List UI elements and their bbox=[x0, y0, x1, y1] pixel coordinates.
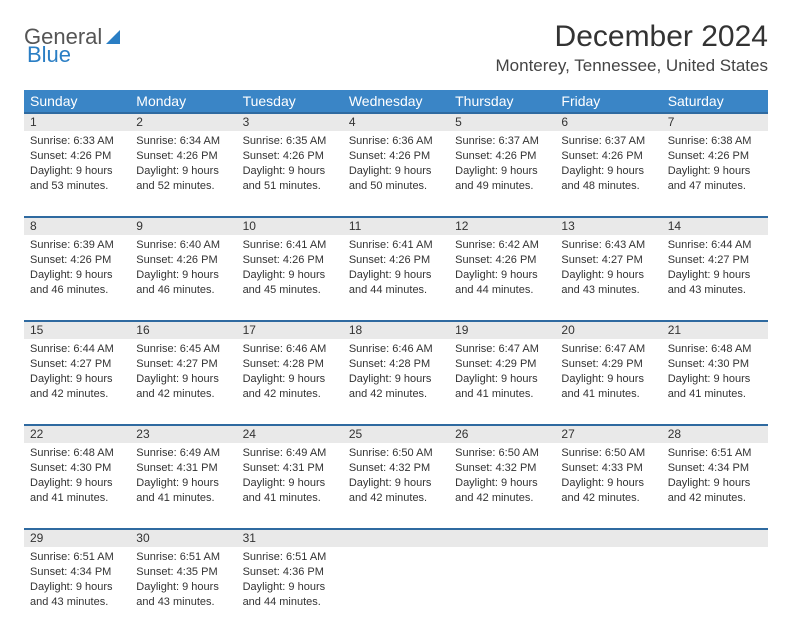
day-number-cell: 27 bbox=[555, 425, 661, 443]
day-content-cell: Sunrise: 6:47 AMSunset: 4:29 PMDaylight:… bbox=[555, 339, 661, 425]
logo-sail-icon bbox=[104, 28, 124, 46]
day-number-cell bbox=[555, 529, 661, 547]
week-content-row: Sunrise: 6:39 AMSunset: 4:26 PMDaylight:… bbox=[24, 235, 768, 321]
day-content-cell: Sunrise: 6:44 AMSunset: 4:27 PMDaylight:… bbox=[662, 235, 768, 321]
day-number-cell: 1 bbox=[24, 113, 130, 131]
day-number-cell: 20 bbox=[555, 321, 661, 339]
day-number-cell: 13 bbox=[555, 217, 661, 235]
week-content-row: Sunrise: 6:48 AMSunset: 4:30 PMDaylight:… bbox=[24, 443, 768, 529]
day-number-cell: 24 bbox=[237, 425, 343, 443]
page-subtitle: Monterey, Tennessee, United States bbox=[496, 56, 768, 76]
day-number-cell bbox=[343, 529, 449, 547]
day-content-cell: Sunrise: 6:41 AMSunset: 4:26 PMDaylight:… bbox=[343, 235, 449, 321]
day-number-cell: 18 bbox=[343, 321, 449, 339]
day-number-cell: 6 bbox=[555, 113, 661, 131]
week-number-row: 15161718192021 bbox=[24, 321, 768, 339]
day-header: Wednesday bbox=[343, 90, 449, 113]
day-header: Friday bbox=[555, 90, 661, 113]
day-number-cell: 22 bbox=[24, 425, 130, 443]
day-content-cell: Sunrise: 6:38 AMSunset: 4:26 PMDaylight:… bbox=[662, 131, 768, 217]
week-number-row: 293031 bbox=[24, 529, 768, 547]
day-header: Tuesday bbox=[237, 90, 343, 113]
day-number-cell: 2 bbox=[130, 113, 236, 131]
day-number-cell: 31 bbox=[237, 529, 343, 547]
day-content-cell: Sunrise: 6:33 AMSunset: 4:26 PMDaylight:… bbox=[24, 131, 130, 217]
day-content-cell bbox=[555, 547, 661, 633]
day-content-cell: Sunrise: 6:37 AMSunset: 4:26 PMDaylight:… bbox=[555, 131, 661, 217]
day-content-cell: Sunrise: 6:41 AMSunset: 4:26 PMDaylight:… bbox=[237, 235, 343, 321]
day-number-cell bbox=[449, 529, 555, 547]
day-content-cell: Sunrise: 6:42 AMSunset: 4:26 PMDaylight:… bbox=[449, 235, 555, 321]
day-content-cell: Sunrise: 6:47 AMSunset: 4:29 PMDaylight:… bbox=[449, 339, 555, 425]
day-number-cell: 12 bbox=[449, 217, 555, 235]
week-number-row: 22232425262728 bbox=[24, 425, 768, 443]
day-content-cell: Sunrise: 6:49 AMSunset: 4:31 PMDaylight:… bbox=[130, 443, 236, 529]
week-number-row: 891011121314 bbox=[24, 217, 768, 235]
day-content-cell: Sunrise: 6:40 AMSunset: 4:26 PMDaylight:… bbox=[130, 235, 236, 321]
day-content-cell: Sunrise: 6:50 AMSunset: 4:33 PMDaylight:… bbox=[555, 443, 661, 529]
day-number-cell: 10 bbox=[237, 217, 343, 235]
title-block: December 2024 Monterey, Tennessee, Unite… bbox=[496, 20, 768, 76]
day-number-cell: 5 bbox=[449, 113, 555, 131]
day-header: Saturday bbox=[662, 90, 768, 113]
day-number-cell: 15 bbox=[24, 321, 130, 339]
day-content-cell: Sunrise: 6:48 AMSunset: 4:30 PMDaylight:… bbox=[24, 443, 130, 529]
day-number-cell: 3 bbox=[237, 113, 343, 131]
day-number-cell: 21 bbox=[662, 321, 768, 339]
day-content-cell: Sunrise: 6:50 AMSunset: 4:32 PMDaylight:… bbox=[343, 443, 449, 529]
day-content-cell: Sunrise: 6:35 AMSunset: 4:26 PMDaylight:… bbox=[237, 131, 343, 217]
day-number-cell: 23 bbox=[130, 425, 236, 443]
day-content-cell: Sunrise: 6:50 AMSunset: 4:32 PMDaylight:… bbox=[449, 443, 555, 529]
week-content-row: Sunrise: 6:33 AMSunset: 4:26 PMDaylight:… bbox=[24, 131, 768, 217]
day-content-cell: Sunrise: 6:44 AMSunset: 4:27 PMDaylight:… bbox=[24, 339, 130, 425]
page-title: December 2024 bbox=[496, 20, 768, 54]
day-content-cell: Sunrise: 6:34 AMSunset: 4:26 PMDaylight:… bbox=[130, 131, 236, 217]
day-content-cell: Sunrise: 6:46 AMSunset: 4:28 PMDaylight:… bbox=[343, 339, 449, 425]
day-content-cell: Sunrise: 6:46 AMSunset: 4:28 PMDaylight:… bbox=[237, 339, 343, 425]
header: General December 2024 Monterey, Tennesse… bbox=[24, 20, 768, 76]
day-content-cell: Sunrise: 6:36 AMSunset: 4:26 PMDaylight:… bbox=[343, 131, 449, 217]
day-number-cell: 30 bbox=[130, 529, 236, 547]
day-number-cell: 16 bbox=[130, 321, 236, 339]
week-number-row: 1234567 bbox=[24, 113, 768, 131]
logo-text-2: Blue bbox=[27, 42, 71, 68]
day-number-cell: 11 bbox=[343, 217, 449, 235]
day-number-cell: 8 bbox=[24, 217, 130, 235]
day-content-cell: Sunrise: 6:39 AMSunset: 4:26 PMDaylight:… bbox=[24, 235, 130, 321]
day-content-cell: Sunrise: 6:49 AMSunset: 4:31 PMDaylight:… bbox=[237, 443, 343, 529]
day-number-cell: 14 bbox=[662, 217, 768, 235]
day-number-cell: 29 bbox=[24, 529, 130, 547]
day-number-cell: 9 bbox=[130, 217, 236, 235]
day-content-cell: Sunrise: 6:51 AMSunset: 4:34 PMDaylight:… bbox=[662, 443, 768, 529]
day-content-cell bbox=[449, 547, 555, 633]
day-header-row: SundayMondayTuesdayWednesdayThursdayFrid… bbox=[24, 90, 768, 113]
day-content-cell: Sunrise: 6:51 AMSunset: 4:34 PMDaylight:… bbox=[24, 547, 130, 633]
day-number-cell: 28 bbox=[662, 425, 768, 443]
day-header: Monday bbox=[130, 90, 236, 113]
day-content-cell bbox=[662, 547, 768, 633]
day-content-cell: Sunrise: 6:37 AMSunset: 4:26 PMDaylight:… bbox=[449, 131, 555, 217]
day-number-cell: 25 bbox=[343, 425, 449, 443]
week-content-row: Sunrise: 6:51 AMSunset: 4:34 PMDaylight:… bbox=[24, 547, 768, 633]
day-number-cell: 17 bbox=[237, 321, 343, 339]
calendar-table: SundayMondayTuesdayWednesdayThursdayFrid… bbox=[24, 90, 768, 633]
day-content-cell: Sunrise: 6:51 AMSunset: 4:36 PMDaylight:… bbox=[237, 547, 343, 633]
day-header: Thursday bbox=[449, 90, 555, 113]
day-content-cell bbox=[343, 547, 449, 633]
day-number-cell: 19 bbox=[449, 321, 555, 339]
day-number-cell bbox=[662, 529, 768, 547]
day-header: Sunday bbox=[24, 90, 130, 113]
day-number-cell: 4 bbox=[343, 113, 449, 131]
week-content-row: Sunrise: 6:44 AMSunset: 4:27 PMDaylight:… bbox=[24, 339, 768, 425]
day-number-cell: 26 bbox=[449, 425, 555, 443]
day-content-cell: Sunrise: 6:51 AMSunset: 4:35 PMDaylight:… bbox=[130, 547, 236, 633]
day-number-cell: 7 bbox=[662, 113, 768, 131]
day-content-cell: Sunrise: 6:48 AMSunset: 4:30 PMDaylight:… bbox=[662, 339, 768, 425]
day-content-cell: Sunrise: 6:43 AMSunset: 4:27 PMDaylight:… bbox=[555, 235, 661, 321]
day-content-cell: Sunrise: 6:45 AMSunset: 4:27 PMDaylight:… bbox=[130, 339, 236, 425]
